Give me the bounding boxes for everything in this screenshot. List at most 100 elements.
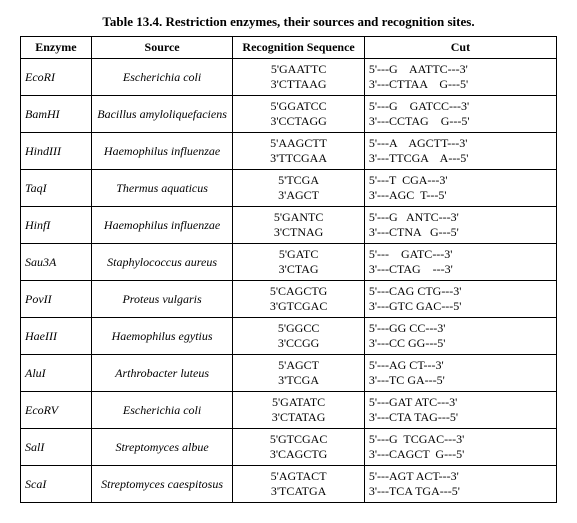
enzyme-name: EcoRI (21, 59, 92, 96)
cut-line-3prime: 3'---CCTAG G---5' (369, 114, 552, 129)
enzyme-source: Thermus aquaticus (91, 170, 233, 207)
table-row: SalIStreptomyces albue5'GTCGAC3'CAGCTG5'… (21, 429, 557, 466)
enzyme-source: Haemophilus influenzae (91, 133, 233, 170)
seq-line-5prime: 5'AGTACT (237, 469, 359, 484)
seq-line-5prime: 5'GATC (237, 247, 359, 262)
cut-line-5prime: 5'---G AATTC---3' (369, 62, 552, 77)
enzyme-name: HindIII (21, 133, 92, 170)
cut-line-3prime: 3'---CAGCT G---5' (369, 447, 552, 462)
header-enzyme: Enzyme (21, 37, 92, 59)
cut-line-3prime: 3'---AGC T---5' (369, 188, 552, 203)
enzyme-source: Bacillus amyloliquefaciens (91, 96, 233, 133)
table-caption: Table 13.4. Restriction enzymes, their s… (20, 14, 557, 30)
seq-line-5prime: 5'CAGCTG (237, 284, 359, 299)
recognition-sequence: 5'GATATC3'CTATAG (233, 392, 364, 429)
seq-line-3prime: 3'TCATGA (237, 484, 359, 499)
cut-line-3prime: 3'---TTCGA A---5' (369, 151, 552, 166)
cut-line-5prime: 5'---AGT ACT---3' (369, 469, 552, 484)
cut-line-5prime: 5'---GAT ATC---3' (369, 395, 552, 410)
enzyme-name: ScaI (21, 466, 92, 503)
seq-line-3prime: 3'CCTAGG (237, 114, 359, 129)
seq-line-5prime: 5'GTCGAC (237, 432, 359, 447)
seq-line-3prime: 3'CAGCTG (237, 447, 359, 462)
cut-line-5prime: 5'---G TCGAC---3' (369, 432, 552, 447)
table-row: EcoRIEscherichia coli5'GAATTC3'CTTAAG5'-… (21, 59, 557, 96)
seq-line-5prime: 5'GGCC (237, 321, 359, 336)
recognition-sequence: 5'TCGA3'AGCT (233, 170, 364, 207)
cut-line-5prime: 5'---A AGCTT---3' (369, 136, 552, 151)
header-source: Source (91, 37, 233, 59)
seq-line-5prime: 5'GGATCC (237, 99, 359, 114)
cut-pattern: 5'---GAT ATC---3'3'---CTA TAG---5' (364, 392, 556, 429)
cut-line-3prime: 3'---TC GA---5' (369, 373, 552, 388)
header-cut: Cut (364, 37, 556, 59)
recognition-sequence: 5'AAGCTT3'TTCGAA (233, 133, 364, 170)
enzyme-name: HinfI (21, 207, 92, 244)
cut-line-3prime: 3'---CTTAA G---5' (369, 77, 552, 92)
table-header-row: Enzyme Source Recognition Sequence Cut (21, 37, 557, 59)
seq-line-3prime: 3'CTAG (237, 262, 359, 277)
table-row: TaqIThermus aquaticus5'TCGA3'AGCT5'---T … (21, 170, 557, 207)
cut-line-3prime: 3'---TCA TGA---5' (369, 484, 552, 499)
enzyme-name: AluI (21, 355, 92, 392)
table-row: HindIIIHaemophilus influenzae5'AAGCTT3'T… (21, 133, 557, 170)
seq-line-3prime: 3'AGCT (237, 188, 359, 203)
cut-pattern: 5'---G GATCC---3'3'---CCTAG G---5' (364, 96, 556, 133)
cut-pattern: 5'---G AATTC---3'3'---CTTAA G---5' (364, 59, 556, 96)
table-row: Sau3AStaphylococcus aureus5'GATC3'CTAG5'… (21, 244, 557, 281)
cut-line-5prime: 5'--- GATC---3' (369, 247, 552, 262)
table-row: BamHIBacillus amyloliquefaciens5'GGATCC3… (21, 96, 557, 133)
cut-pattern: 5'---AG CT---3'3'---TC GA---5' (364, 355, 556, 392)
cut-pattern: 5'---A AGCTT---3'3'---TTCGA A---5' (364, 133, 556, 170)
cut-line-3prime: 3'---CTA TAG---5' (369, 410, 552, 425)
seq-line-5prime: 5'GANTC (237, 210, 359, 225)
cut-pattern: 5'---CAG CTG---3'3'---GTC GAC---5' (364, 281, 556, 318)
enzyme-source: Haemophilus influenzae (91, 207, 233, 244)
enzyme-name: SalI (21, 429, 92, 466)
enzyme-name: BamHI (21, 96, 92, 133)
cut-line-5prime: 5'---G GATCC---3' (369, 99, 552, 114)
table-row: HinfIHaemophilus influenzae 5'GANTC3'CTNA… (21, 207, 557, 244)
table-row: HaeIIIHaemophilus egytius5'GGCC3'CCGG5'-… (21, 318, 557, 355)
cut-line-3prime: 3'---CC GG---5' (369, 336, 552, 351)
seq-line-5prime: 5'AAGCTT (237, 136, 359, 151)
recognition-sequence: 5'GTCGAC3'CAGCTG (233, 429, 364, 466)
cut-pattern: 5'---AGT ACT---3'3'---TCA TGA---5' (364, 466, 556, 503)
recognition-sequence: 5'GATC3'CTAG (233, 244, 364, 281)
cut-line-5prime: 5'---GG CC---3' (369, 321, 552, 336)
enzyme-table: Enzyme Source Recognition Sequence Cut E… (20, 36, 557, 503)
seq-line-3prime: 3'CTATAG (237, 410, 359, 425)
cut-line-3prime: 3'---GTC GAC---5' (369, 299, 552, 314)
seq-line-3prime: 3'TTCGAA (237, 151, 359, 166)
seq-line-5prime: 5'GAATTC (237, 62, 359, 77)
seq-line-5prime: 5'TCGA (237, 173, 359, 188)
cut-line-5prime: 5'---T CGA---3' (369, 173, 552, 188)
seq-line-3prime: 3'CTNAG (237, 225, 359, 240)
recognition-sequence: 5'GAATTC3'CTTAAG (233, 59, 364, 96)
enzyme-source: Arthrobacter luteus (91, 355, 233, 392)
cut-line-5prime: 5'---G ANTC---3' (369, 210, 552, 225)
cut-line-3prime: 3'---CTAG ---3' (369, 262, 552, 277)
seq-line-3prime: 3'TCGA (237, 373, 359, 388)
seq-line-5prime: 5'AGCT (237, 358, 359, 373)
enzyme-source: Staphylococcus aureus (91, 244, 233, 281)
enzyme-source: Escherichia coli (91, 59, 233, 96)
cut-line-3prime: 3'---CTNA G---5' (369, 225, 552, 240)
table-row: EcoRVEscherichia coli5'GATATC3'CTATAG5'-… (21, 392, 557, 429)
table-row: AluIArthrobacter luteus 5'AGCT3'TCGA 5'---… (21, 355, 557, 392)
cut-pattern: 5'---G ANTC---3'3'---CTNA G---5' (364, 207, 556, 244)
seq-line-5prime: 5'GATATC (237, 395, 359, 410)
cut-pattern: 5'--- GATC---3'3'---CTAG ---3' (364, 244, 556, 281)
cut-line-5prime: 5'---CAG CTG---3' (369, 284, 552, 299)
seq-line-3prime: 3'GTCGAC (237, 299, 359, 314)
cut-pattern: 5'---T CGA---3'3'---AGC T---5' (364, 170, 556, 207)
seq-line-3prime: 3'CTTAAG (237, 77, 359, 92)
recognition-sequence: 5'AGTACT3'TCATGA (233, 466, 364, 503)
enzyme-name: PovII (21, 281, 92, 318)
enzyme-name: TaqI (21, 170, 92, 207)
table-row: PovIIProteus vulgaris5'CAGCTG3'GTCGAC5'-… (21, 281, 557, 318)
enzyme-source: Haemophilus egytius (91, 318, 233, 355)
enzyme-name: Sau3A (21, 244, 92, 281)
header-seq: Recognition Sequence (233, 37, 364, 59)
recognition-sequence: 5'CAGCTG3'GTCGAC (233, 281, 364, 318)
